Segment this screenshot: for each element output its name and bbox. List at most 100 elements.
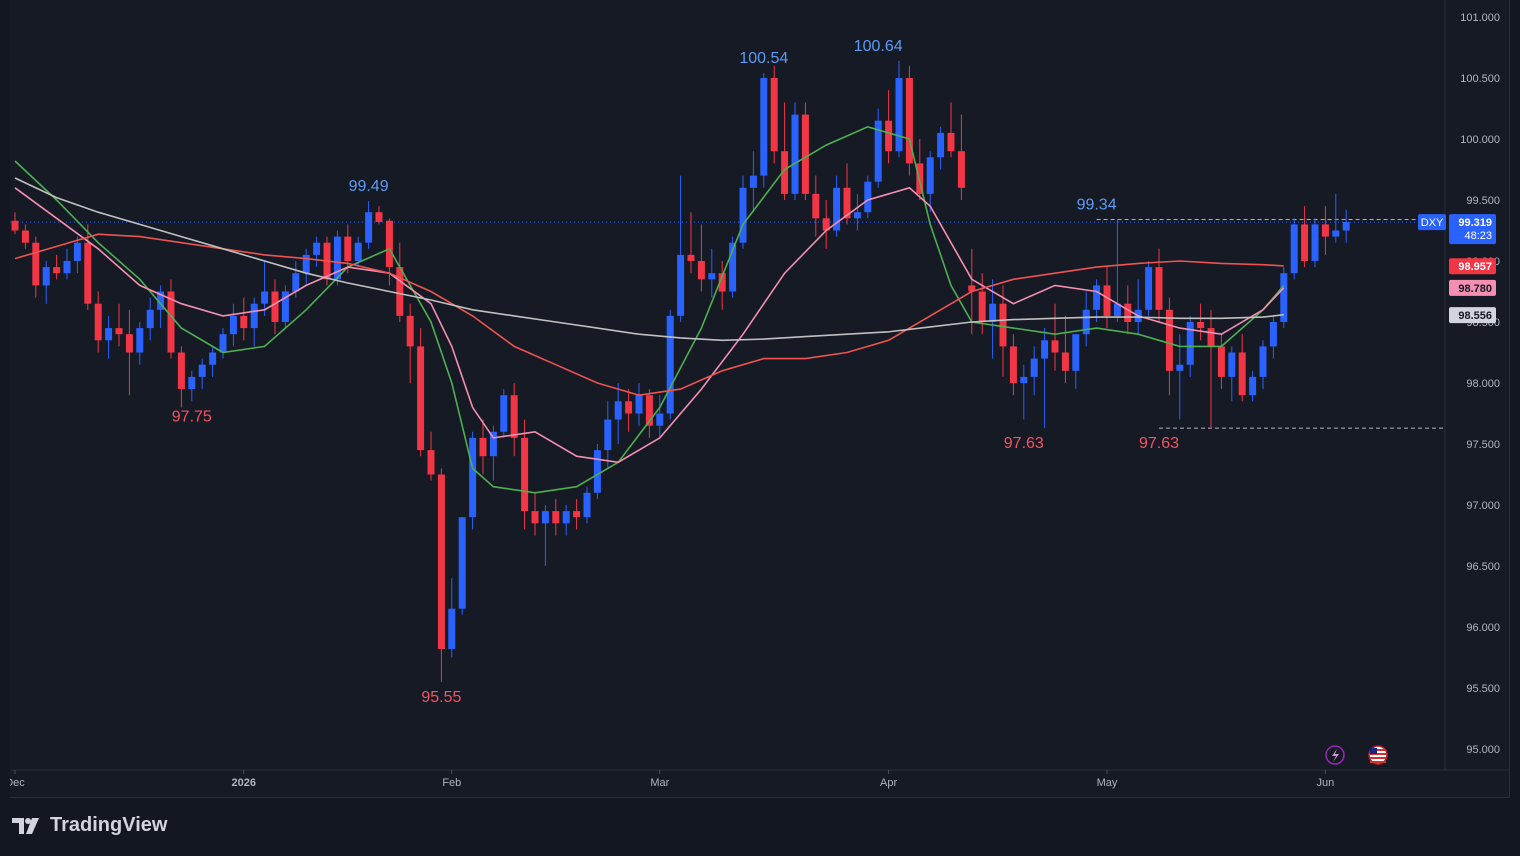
candle-body bbox=[437, 474, 445, 649]
price-chart[interactable]: 95.000 95.500 96.000 96.500 97.000 97.500 98.0… bbox=[10, 0, 1510, 798]
candle-body bbox=[427, 450, 435, 475]
candle-body bbox=[1072, 334, 1080, 371]
us-flag-stripe bbox=[1370, 757, 1386, 759]
candle-body bbox=[812, 193, 820, 219]
candle-body bbox=[313, 242, 321, 255]
candle-body bbox=[469, 437, 477, 518]
candle-body bbox=[739, 187, 747, 243]
x-tick-label: Dec bbox=[10, 777, 25, 789]
y-tick-label: 99.500 bbox=[1466, 195, 1500, 207]
candle-body bbox=[344, 236, 352, 261]
candle-body bbox=[1009, 346, 1017, 383]
moving-average-line bbox=[14, 125, 1285, 494]
candle-body bbox=[188, 376, 196, 390]
candle-body bbox=[541, 511, 549, 524]
candle-body bbox=[385, 220, 393, 268]
candle-body bbox=[978, 291, 986, 322]
candle-body bbox=[999, 303, 1007, 347]
ma-price-tag: 98.556 bbox=[1458, 310, 1492, 322]
candle-body bbox=[1030, 358, 1038, 377]
tradingview-brand[interactable]: TradingView bbox=[12, 814, 167, 837]
candle-body bbox=[822, 218, 830, 231]
candle-body bbox=[1186, 322, 1194, 365]
candle-body bbox=[905, 78, 913, 164]
candle-body bbox=[885, 120, 893, 152]
flash-icon[interactable] bbox=[1325, 745, 1345, 765]
candle-body bbox=[219, 334, 227, 353]
candle-body bbox=[479, 437, 487, 457]
candle-body bbox=[53, 267, 61, 274]
y-tick-label: 96.000 bbox=[1466, 622, 1500, 634]
candle-body bbox=[635, 395, 643, 414]
candle-body bbox=[292, 273, 300, 292]
x-tick-label: Jun bbox=[1317, 777, 1335, 789]
candle-body bbox=[1249, 376, 1257, 396]
candle-body bbox=[448, 608, 456, 649]
candle-body bbox=[21, 230, 29, 243]
candle-body bbox=[853, 212, 861, 219]
y-tick-label: 95.000 bbox=[1466, 744, 1500, 756]
candle-body bbox=[105, 328, 113, 341]
candle-body bbox=[240, 315, 248, 329]
candle-body bbox=[354, 242, 362, 261]
candle-body bbox=[604, 419, 612, 451]
price-annotation: 97.75 bbox=[172, 408, 212, 425]
candle-body bbox=[302, 254, 310, 274]
candle-body bbox=[1321, 224, 1329, 237]
candle-body bbox=[84, 242, 92, 304]
candle-body bbox=[781, 151, 789, 194]
candle-body bbox=[1145, 267, 1153, 310]
candle-body bbox=[562, 511, 570, 524]
candle-body bbox=[687, 254, 695, 261]
chart-frame: 95.000 95.500 96.000 96.500 97.000 97.500 98.0… bbox=[10, 0, 1510, 798]
candle-body bbox=[510, 395, 518, 438]
candle-body bbox=[333, 236, 341, 280]
candle-body bbox=[1269, 322, 1277, 347]
ma-price-tag: 98.957 bbox=[1458, 261, 1492, 273]
candle-body bbox=[677, 254, 685, 316]
bar-countdown: 48:23 bbox=[1464, 230, 1492, 242]
x-tick-label: May bbox=[1097, 777, 1118, 789]
candle-body bbox=[1290, 224, 1298, 274]
candle-body bbox=[489, 431, 497, 457]
candle-body bbox=[864, 181, 872, 213]
candle-body bbox=[1217, 346, 1225, 377]
candle-body bbox=[281, 291, 289, 322]
candle-body bbox=[666, 315, 674, 414]
candle-body bbox=[261, 291, 269, 304]
candle-body bbox=[593, 450, 601, 493]
candle-body bbox=[1082, 309, 1090, 335]
candle-body bbox=[729, 242, 737, 292]
us-flag-stripe bbox=[1370, 753, 1386, 755]
price-annotation: 100.64 bbox=[854, 38, 903, 55]
us-flag-stripe bbox=[1370, 749, 1386, 751]
candle-body bbox=[957, 151, 965, 188]
candle-body bbox=[417, 346, 425, 451]
candle-body bbox=[11, 220, 19, 231]
candle-body bbox=[937, 132, 945, 158]
candle-body bbox=[500, 395, 508, 432]
candle-body bbox=[458, 517, 466, 609]
us-flag-canton bbox=[1370, 748, 1377, 754]
candle-body bbox=[1311, 224, 1319, 261]
last-price-tag: 99.319 bbox=[1458, 217, 1492, 229]
candle-body bbox=[1176, 364, 1184, 371]
candle-body bbox=[229, 315, 237, 335]
candle-body bbox=[573, 511, 581, 518]
price-annotation: 99.34 bbox=[1077, 197, 1117, 214]
candle-body bbox=[843, 187, 851, 219]
candle-body bbox=[406, 315, 414, 347]
y-tick-label: 100.500 bbox=[1460, 73, 1500, 85]
candle-body bbox=[1061, 352, 1069, 371]
candle-body bbox=[656, 413, 664, 426]
moving-average-line bbox=[14, 233, 1284, 397]
price-annotation: 100.54 bbox=[739, 50, 788, 67]
candle-body bbox=[1165, 309, 1173, 371]
flash-icon-bolt bbox=[1332, 749, 1339, 762]
candle-body bbox=[1228, 352, 1236, 377]
candle-body bbox=[73, 242, 81, 261]
y-tick-label: 97.000 bbox=[1466, 500, 1500, 512]
candle-body bbox=[1197, 322, 1205, 329]
price-annotation: 99.49 bbox=[349, 178, 389, 195]
candle-body bbox=[209, 352, 217, 365]
